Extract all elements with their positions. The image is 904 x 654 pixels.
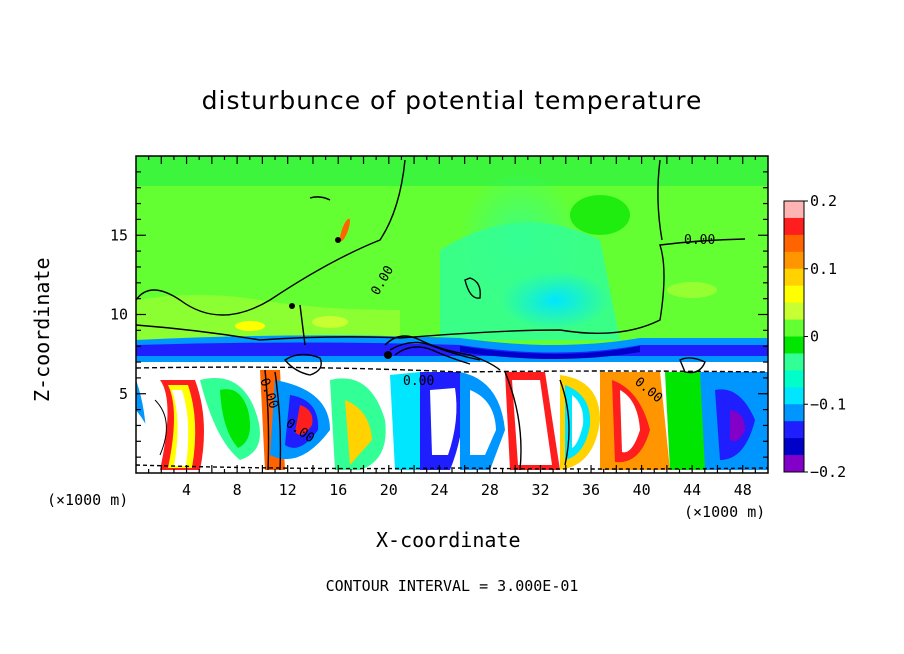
axis-ticks (136, 156, 768, 473)
x-tick-label: 8 (233, 481, 242, 499)
x-tick-label: 20 (380, 481, 398, 499)
colorbar-labels: 0.2 0.1 0 −0.1 −0.2 (810, 192, 846, 481)
x-tick-label: 36 (582, 481, 600, 499)
x-tick-labels: 4 8 12 16 20 24 28 32 36 40 44 48 (182, 481, 752, 499)
colorbar-swatch (784, 438, 804, 456)
colorbar-swatch (784, 285, 804, 304)
x-tick-label: 44 (683, 481, 701, 499)
colorbar-swatch (784, 353, 804, 371)
x-tick-label: 48 (734, 481, 752, 499)
x-tick-label: 32 (531, 481, 549, 499)
colorbar-tick-label: 0 (810, 328, 819, 346)
contour-interval-text: CONTOUR INTERVAL = 3.000E-01 (325, 577, 579, 595)
y-tick-label: 5 (119, 385, 128, 403)
x-tick-label: 4 (182, 481, 191, 499)
heatmap-field (136, 156, 768, 473)
x-tick-label: 28 (481, 481, 499, 499)
colorbar-tick-label: 0.1 (810, 260, 837, 278)
colorbar-swatch (784, 336, 804, 354)
contour-dots (289, 237, 392, 359)
y-tick-label: 10 (110, 306, 128, 324)
colorbar-swatch (784, 455, 804, 473)
x-axis-label: X-coordinate (376, 528, 521, 552)
colorbar-swatch (784, 387, 804, 405)
colorbar-tick-label: −0.2 (810, 463, 846, 481)
x-unit-right: (×1000 m) (684, 503, 766, 521)
colorbar (783, 200, 808, 473)
colorbar-swatch (784, 421, 804, 439)
colorbar-swatch (784, 370, 804, 388)
x-tick-label: 16 (329, 481, 347, 499)
x-tick-label: 24 (430, 481, 448, 499)
contour-label: 0.00 (403, 374, 434, 389)
contour-lines (135, 159, 769, 471)
y-tick-labels: 5 10 15 (110, 226, 128, 403)
x-unit-left: (×1000 m) (47, 491, 129, 509)
chart-title: disturbunce of potential temperature (201, 86, 703, 115)
x-tick-label: 40 (633, 481, 651, 499)
colorbar-swatch (784, 217, 804, 236)
colorbar-swatch (784, 201, 804, 219)
colorbar-swatch (784, 268, 804, 287)
colorbar-swatch (784, 251, 804, 270)
y-axis-label: Z-coordinate (30, 257, 54, 403)
colorbar-swatch (784, 234, 804, 253)
colorbar-tick-label: 0.2 (810, 192, 837, 210)
contour-label: 0.00 (684, 233, 715, 248)
colorbar-tick-label: −0.1 (810, 395, 846, 413)
colorbar-swatch (784, 319, 804, 337)
colorbar-swatch (784, 404, 804, 422)
x-tick-label: 12 (279, 481, 297, 499)
colorbar-swatch (784, 302, 804, 321)
y-tick-label: 15 (110, 226, 128, 244)
